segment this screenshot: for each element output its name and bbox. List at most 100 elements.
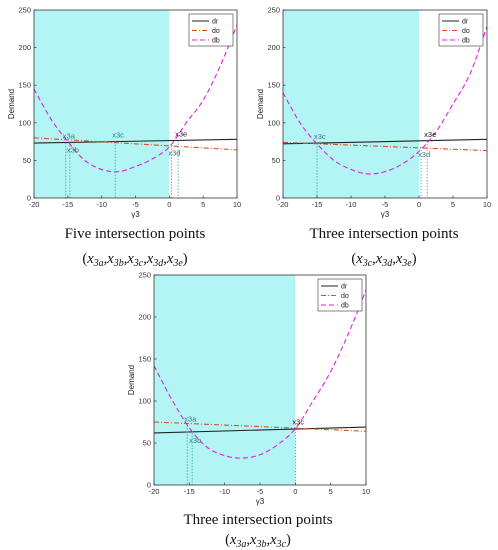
x-tick-label: -15: [312, 200, 323, 209]
legend: dr do db: [438, 13, 484, 47]
y-tick-label: 150: [267, 81, 280, 90]
annotation-x3b: x3b: [189, 436, 201, 445]
math-var: x: [355, 251, 363, 267]
math-var: x: [375, 251, 383, 267]
math-subscript: 3c: [133, 258, 144, 269]
caption-math: (x3c,x3d,x3e): [351, 251, 416, 269]
legend-label-do: do: [212, 28, 220, 35]
math-var: x: [249, 532, 257, 548]
annotation-x3a: x3a: [63, 132, 76, 141]
legend: dr do db: [188, 13, 234, 47]
y-tick-label: 200: [138, 313, 151, 322]
y-tick-label: 50: [272, 156, 280, 165]
paren: (: [225, 532, 230, 548]
x-tick-label: -5: [257, 487, 264, 496]
math-subscript: 3b: [255, 539, 266, 550]
y-axis-label: Demand: [7, 89, 16, 119]
math-sep: ,: [392, 251, 396, 267]
math-var: x: [106, 251, 114, 267]
x-tick-label: -15: [184, 487, 195, 496]
y-tick-label: 0: [27, 194, 31, 203]
math-subscript: 3b: [113, 258, 124, 269]
caption: Three intersection points: [183, 512, 332, 528]
y-tick-label: 150: [138, 355, 151, 364]
y-tick-label: 100: [267, 118, 280, 127]
annotation-x3a: x3a: [184, 414, 197, 423]
annotation-x3c: x3c: [314, 132, 326, 141]
math-subscript: 3a: [93, 258, 104, 269]
y-tick-label: 100: [18, 118, 31, 127]
legend-label-db: db: [341, 303, 349, 310]
series-db-line: [283, 26, 487, 175]
math-sep: ,: [163, 251, 167, 267]
annotation-x3e: x3e: [175, 129, 187, 138]
x-axis-label: γ3: [256, 497, 265, 506]
y-tick-label: 200: [267, 43, 280, 52]
x-tick-label: 0: [293, 487, 297, 496]
math-sep: ): [286, 532, 291, 548]
x-tick-label: -10: [96, 200, 107, 209]
x-tick-label: 5: [451, 200, 455, 209]
y-tick-label: 100: [138, 397, 151, 406]
math-var: x: [146, 251, 154, 267]
series-dr-line: [34, 138, 237, 144]
math-subscript: 3d: [152, 258, 164, 269]
math-var: x: [126, 251, 134, 267]
math-sep: ,: [372, 251, 376, 267]
series-do-line: [34, 137, 237, 151]
y-tick-label: 0: [276, 194, 280, 203]
math-subscript: 3d: [381, 258, 393, 269]
y-tick-label: 50: [143, 439, 151, 448]
math-var: x: [269, 532, 277, 548]
annotation-x3b: x3b: [67, 145, 79, 154]
x-tick-label: -10: [346, 200, 357, 209]
x-tick-label: 10: [233, 200, 241, 209]
legend-label-do: do: [341, 293, 349, 300]
y-tick-label: 200: [18, 43, 31, 52]
series-dr-line: [154, 426, 366, 434]
math-sep: ): [412, 251, 417, 267]
x-tick-label: 0: [417, 200, 421, 209]
x-tick-label: 0: [167, 200, 171, 209]
x-tick-label: 10: [362, 487, 370, 496]
shaded-region: [154, 275, 296, 485]
annotation-x3c: x3c: [112, 131, 124, 140]
y-axis-label: Demand: [256, 89, 265, 119]
x-axis-label: γ3: [131, 210, 140, 219]
x-tick-label: -15: [62, 200, 73, 209]
x-tick-label: -5: [382, 200, 389, 209]
y-tick-label: 150: [18, 81, 31, 90]
x-tick-label: 10: [483, 200, 491, 209]
x-tick-label: -20: [29, 200, 40, 209]
caption-math: (x3a,x3b,x3c,x3d,x3e): [82, 251, 187, 269]
x-axis-label: γ3: [381, 210, 390, 219]
math-sep: ,: [104, 251, 108, 267]
paren: (: [82, 251, 87, 267]
math-sep: ): [183, 251, 188, 267]
math-subscript: 3e: [172, 258, 183, 269]
math-var: x: [229, 532, 237, 548]
math-sep: ,: [143, 251, 147, 267]
math-subscript: 3c: [276, 539, 287, 550]
annotation-x3d: x3d: [168, 148, 180, 157]
annotation-x3d: x3d: [418, 150, 430, 159]
math-subscript: 3a: [235, 539, 246, 550]
math-sep: ,: [246, 532, 250, 548]
math-subscript: 3c: [362, 258, 373, 269]
y-tick-label: 250: [18, 6, 31, 15]
x-tick-label: 5: [201, 200, 205, 209]
legend-label-db: db: [212, 38, 220, 45]
legend: dr do db: [317, 278, 363, 312]
x-tick-label: -20: [149, 487, 160, 496]
y-tick-label: 50: [23, 156, 31, 165]
annotation-x3c: x3c: [292, 418, 304, 427]
x-tick-label: 5: [329, 487, 333, 496]
y-axis-label: Demand: [127, 365, 136, 395]
math-sep: ,: [266, 532, 270, 548]
legend-label-db: db: [462, 38, 470, 45]
paren: (: [351, 251, 356, 267]
series-db-line: [154, 289, 366, 459]
